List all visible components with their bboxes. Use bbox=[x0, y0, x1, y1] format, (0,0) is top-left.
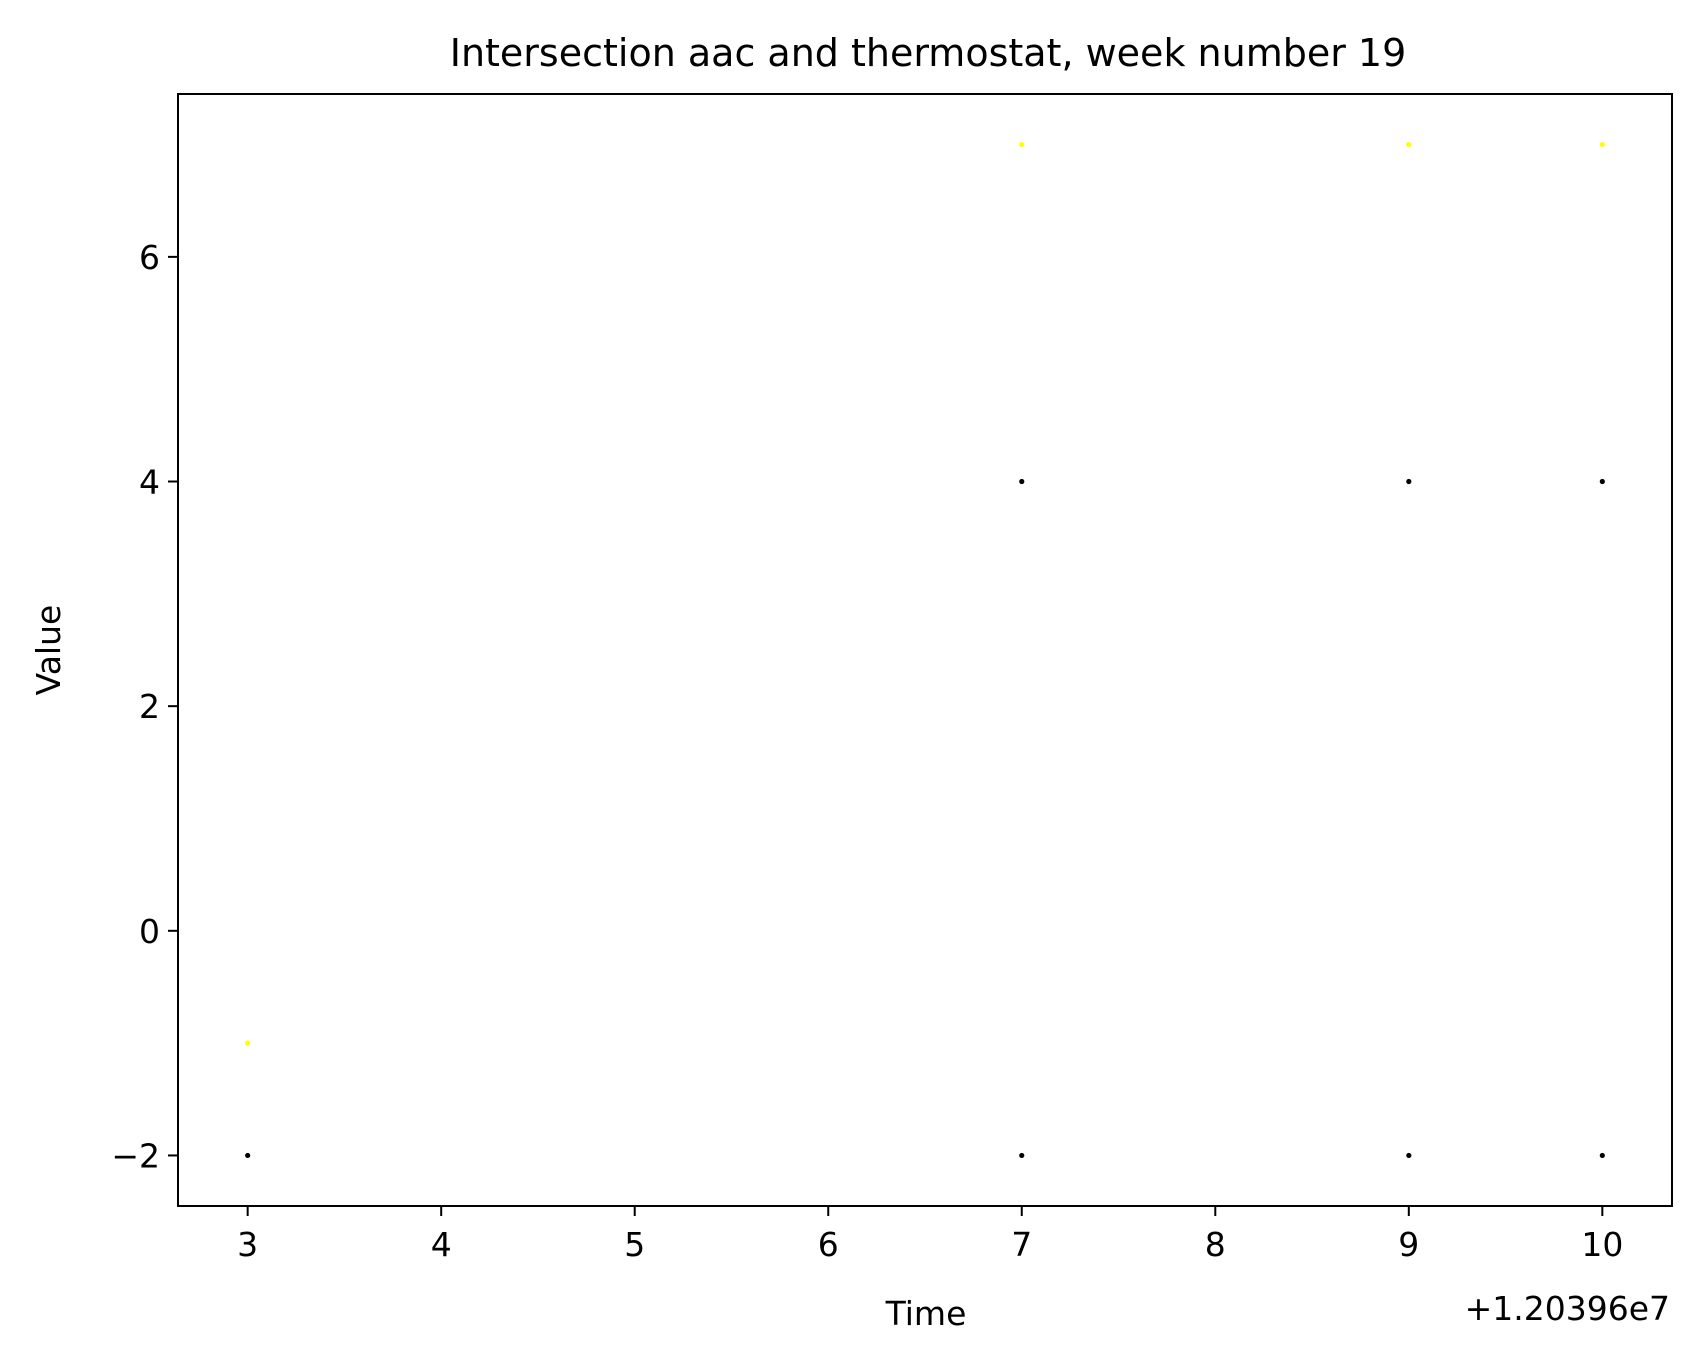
x-tick-label: 4 bbox=[431, 1225, 452, 1264]
y-tick-label: 0 bbox=[139, 912, 160, 951]
x-axis-label: Time bbox=[885, 1294, 967, 1333]
data-point bbox=[1019, 141, 1025, 148]
x-tick-label: 5 bbox=[624, 1225, 645, 1264]
data-points bbox=[245, 141, 1605, 1159]
y-tick-label: 4 bbox=[139, 463, 160, 502]
data-point bbox=[1599, 478, 1605, 485]
x-tick-label: 8 bbox=[1205, 1225, 1226, 1264]
data-point bbox=[1406, 1152, 1412, 1159]
data-point bbox=[1599, 141, 1605, 148]
y-tick-label: −2 bbox=[111, 1136, 160, 1175]
y-axis-label: Value bbox=[29, 605, 68, 696]
x-tick-label: 6 bbox=[818, 1225, 839, 1264]
y-tick-label: 6 bbox=[139, 238, 160, 277]
data-point bbox=[1406, 141, 1412, 148]
x-tick-label: 10 bbox=[1581, 1225, 1623, 1264]
x-axis-ticks: 3 4 5 6 7 8 9 10 bbox=[237, 1206, 1623, 1264]
x-tick-label: 7 bbox=[1011, 1225, 1032, 1264]
data-point bbox=[245, 1152, 251, 1159]
x-tick-label: 9 bbox=[1398, 1225, 1419, 1264]
x-axis-offset-label: +1.20396e7 bbox=[1465, 1289, 1670, 1328]
data-point bbox=[1599, 1152, 1605, 1159]
data-point bbox=[1406, 478, 1412, 485]
data-point bbox=[1019, 478, 1025, 485]
data-point bbox=[1019, 1152, 1025, 1159]
x-tick-label: 3 bbox=[237, 1225, 258, 1264]
y-tick-label: 2 bbox=[139, 687, 160, 726]
chart-title: Intersection aac and thermostat, week nu… bbox=[450, 31, 1407, 75]
data-point bbox=[245, 1040, 251, 1046]
y-axis-ticks: −2 0 2 4 6 bbox=[111, 238, 178, 1175]
plot-area bbox=[177, 93, 1673, 1207]
